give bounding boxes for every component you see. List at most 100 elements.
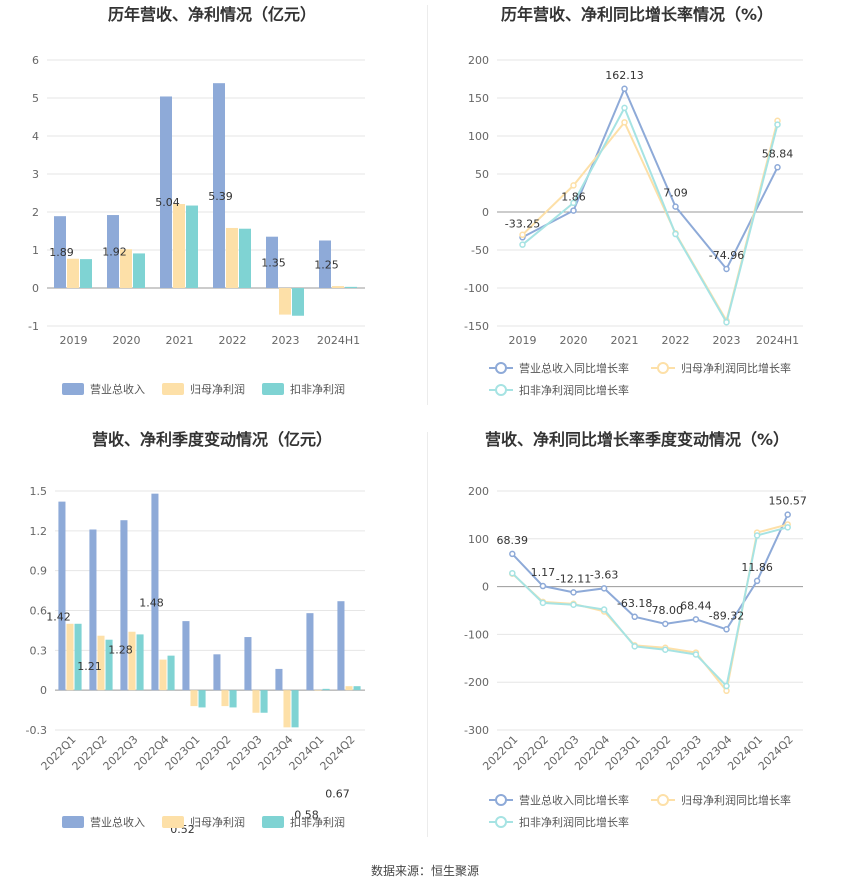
point-2-2 [621,104,628,112]
bar-0-2 [160,96,172,288]
bar-2-1 [133,253,145,288]
y-tick-label: -1 [28,320,39,333]
x-tick-label: 2024H1 [317,334,360,347]
bar-1-8 [314,690,322,691]
chart-title: 历年营收、净利同比增长率情况（%） [501,5,773,24]
annual-bar-chart: 历年营收、净利情况（亿元） -1 0 1 2 3 4 5 6 2019 2020 2021 2022 20… [0,0,425,420]
y-tick-label: 4 [32,130,39,143]
data-label: 68.44 [680,599,712,612]
legend-swatch-0 [62,816,84,828]
y-tick-label: -150 [464,320,489,333]
bar-0-3 [151,493,159,691]
y-tick-label: 150 [468,92,489,105]
bar-2-8 [322,688,330,691]
bar-1-3 [159,659,167,691]
bar-1-4 [279,288,291,315]
legend-swatch-0 [62,383,84,395]
point-2-3 [600,606,608,613]
data-label: 1.86 [561,191,586,204]
data-label: -63.18 [617,597,652,610]
x-tick-label: 2023 [713,334,741,347]
bar-0-8 [306,613,314,691]
bar-0-3 [213,83,225,289]
x-tick-label: 2022 [662,334,690,347]
data-label: -89.32 [709,609,744,622]
bar-0-0 [58,501,66,691]
bar-0-0 [54,216,66,288]
chart-title: 营收、净利季度变动情况（亿元） [92,430,332,449]
point-0-2 [570,589,577,596]
point-2-4 [631,643,638,650]
x-tick-label: 2024H1 [756,334,799,347]
series-line-0 [511,514,789,631]
data-label: 68.39 [497,534,529,547]
x-tick-label: 2023 [272,334,300,347]
point-0-3 [672,203,679,210]
x-tick-label: 2019 [60,334,88,347]
point-0-2 [621,85,628,93]
bar-2-9 [353,686,361,691]
data-label: -74.96 [709,249,744,262]
x-tick-label: 2021 [166,334,194,347]
legend-swatch-2 [262,816,284,828]
y-tick-label: 0.6 [30,605,48,618]
bar-2-4 [198,690,206,708]
series-line-1 [521,120,779,324]
point-2-2 [570,601,577,609]
legend-swatch-1 [162,816,184,828]
bar-2-0 [74,623,82,691]
x-tick-label: 2024Q2 [318,733,358,773]
point-0-4 [631,613,638,621]
bar-2-5 [345,286,357,288]
bar-1-6 [252,690,260,713]
bar-0-1 [107,215,119,288]
y-tick-label: -50 [471,244,489,257]
data-label: -33.25 [505,217,540,230]
y-tick-label: 0 [482,581,489,594]
bar-1-0 [67,258,79,288]
bar-2-4 [292,288,304,316]
data-label: 1.42 [46,611,71,624]
bar-2-0 [80,259,92,288]
y-tick-label: 3 [32,168,39,181]
y-tick-label: -100 [464,628,489,641]
point-0-1 [570,207,577,214]
annual-growth-chart-svg: 历年营收、净利同比增长率情况（%） -150 -100 -50 0 50 100 150 200… [464,5,803,397]
legend-label-2: 扣非净利润同比增长率 [519,383,629,397]
y-tick-label: 0.3 [30,644,48,657]
point-2-9 [784,524,791,531]
point-0-7 [723,626,730,633]
point-2-5 [662,646,669,653]
bar-0-6 [244,637,252,691]
bar-2-5 [229,690,237,708]
bar-0-2 [120,520,128,691]
chart-title: 历年营收、净利情况（亿元） [108,5,316,24]
bar-2-3 [239,228,251,288]
data-label: 5.04 [155,196,180,209]
point-0-9 [784,511,791,518]
data-label: 58.84 [762,147,794,160]
bar-1-3 [226,227,238,288]
legend-marker-0 [495,362,507,374]
bar-0-9 [337,601,345,691]
point-0-6 [692,616,700,623]
x-tick-label: 2021 [611,334,639,347]
quarter-growth-chart-svg: 营收、净利同比增长率季度变动情况（%）-300-200-100010020020… [464,430,807,829]
y-tick-label: 1.5 [30,485,48,498]
legend-label-1: 归母净利润 [190,815,245,829]
legend-label-2: 扣非净利润同比增长率 [519,815,629,829]
bar-2-6 [260,690,268,713]
y-tick-label: 0 [32,282,39,295]
bar-2-2 [136,634,144,691]
annual-bar-chart-svg: 历年营收、净利情况（亿元） -1 0 1 2 3 4 5 6 2019 2020 2021 2022 20… [28,5,365,396]
data-label: -3.63 [590,568,618,581]
point-0-5 [662,620,669,628]
point-2-1 [539,599,547,607]
y-tick-label: 6 [32,54,39,67]
bar-0-7 [275,668,283,691]
legend-label-0: 营业总收入同比增长率 [519,793,629,807]
data-label: -78.00 [648,604,683,617]
annual-growth-chart: 历年营收、净利同比增长率情况（%） -150 -100 -50 0 50 100 150 200… [425,0,850,420]
y-tick-label: 2 [32,206,39,219]
legend-label-1: 归母净利润 [190,382,245,396]
